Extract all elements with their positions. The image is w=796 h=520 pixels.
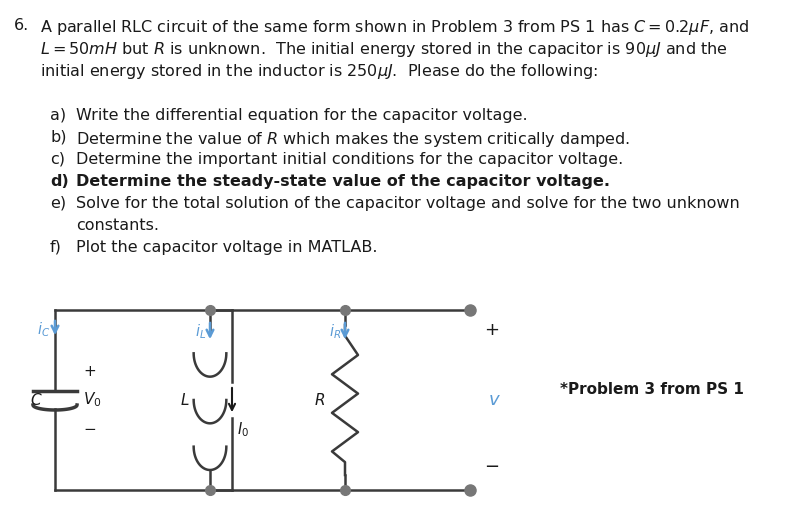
Text: $V_0$: $V_0$	[83, 391, 102, 409]
Text: e): e)	[50, 196, 66, 211]
Text: Determine the steady-state value of the capacitor voltage.: Determine the steady-state value of the …	[76, 174, 610, 189]
Text: b): b)	[50, 130, 67, 145]
Text: +: +	[484, 321, 499, 339]
Text: $C$: $C$	[30, 392, 43, 408]
Text: Determine the important initial conditions for the capacitor voltage.: Determine the important initial conditio…	[76, 152, 623, 167]
Text: A parallel RLC circuit of the same form shown in Problem 3 from PS 1 has $C = 0.: A parallel RLC circuit of the same form …	[40, 18, 749, 37]
Text: Determine the value of $R$ which makes the system critically damped.: Determine the value of $R$ which makes t…	[76, 130, 630, 149]
Text: d): d)	[50, 174, 68, 189]
Text: $i_C$: $i_C$	[37, 320, 50, 339]
Text: $L$: $L$	[180, 392, 189, 408]
Text: a): a)	[50, 108, 66, 123]
Text: c): c)	[50, 152, 65, 167]
Text: Write the differential equation for the capacitor voltage.: Write the differential equation for the …	[76, 108, 528, 123]
Text: $I_0$: $I_0$	[237, 420, 249, 439]
Text: $-$: $-$	[484, 456, 499, 474]
Text: $i_R$: $i_R$	[329, 322, 341, 341]
Text: $-$: $-$	[83, 421, 96, 436]
Text: +: +	[83, 365, 96, 380]
Text: f): f)	[50, 240, 62, 255]
Text: $L = 50mH$ but $R$ is unknown.  The initial energy stored in the capacitor is $9: $L = 50mH$ but $R$ is unknown. The initi…	[40, 40, 728, 59]
Text: constants.: constants.	[76, 218, 159, 233]
Text: 6.: 6.	[14, 18, 29, 33]
Text: Plot the capacitor voltage in MATLAB.: Plot the capacitor voltage in MATLAB.	[76, 240, 377, 255]
Text: $i_L$: $i_L$	[195, 322, 206, 341]
Text: *Problem 3 from PS 1: *Problem 3 from PS 1	[560, 383, 744, 397]
Text: initial energy stored in the inductor is $250\mu J$.  Please do the following:: initial energy stored in the inductor is…	[40, 62, 598, 81]
Text: $R$: $R$	[314, 392, 325, 408]
Text: Solve for the total solution of the capacitor voltage and solve for the two unkn: Solve for the total solution of the capa…	[76, 196, 739, 211]
Text: $v$: $v$	[488, 391, 501, 409]
